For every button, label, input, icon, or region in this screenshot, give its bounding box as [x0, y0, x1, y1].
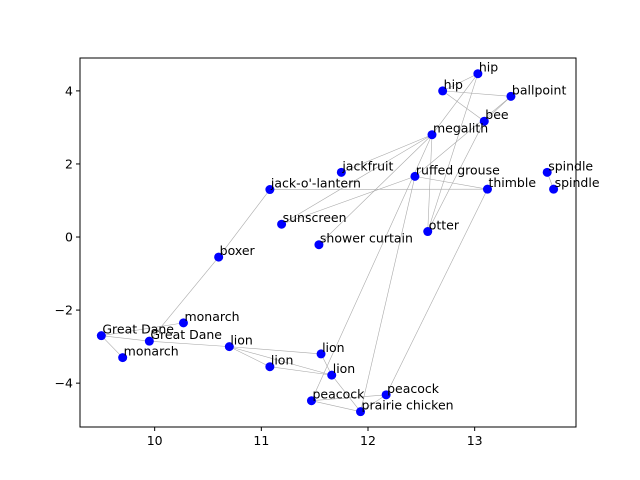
edge-line: [229, 346, 332, 376]
edge-line: [229, 346, 322, 355]
point-label: bee: [485, 107, 509, 122]
data-point: [265, 362, 275, 372]
edge-line: [331, 374, 361, 412]
data-point: [482, 184, 492, 194]
point-label: spindle: [555, 175, 600, 190]
data-point: [224, 342, 234, 352]
x-tick-label: 12: [360, 433, 376, 448]
edge-line: [311, 400, 361, 412]
edge-line: [318, 134, 433, 245]
edge-line: [360, 176, 416, 412]
x-tick-label: 13: [467, 433, 483, 448]
point-label: monarch: [184, 309, 239, 324]
data-point: [314, 240, 324, 250]
edge-line: [442, 90, 485, 122]
data-point: [506, 91, 516, 101]
point-label: lion: [230, 333, 253, 348]
point-label: megalith: [433, 121, 488, 136]
point-label: jackfruit: [341, 158, 393, 173]
point-label: thimble: [488, 175, 536, 190]
point-label: lion: [333, 361, 356, 376]
data-point: [118, 353, 128, 363]
data-point: [336, 167, 346, 177]
edge-line: [101, 335, 150, 342]
y-tick-label: 0: [65, 230, 73, 245]
data-point: [306, 396, 316, 406]
axes-layer: 10 11 12 13 −4 −2 0 2 4: [55, 83, 483, 448]
point-label: ruffed grouse: [416, 162, 500, 177]
data-point: [381, 390, 391, 400]
y-tick-label: −2: [55, 303, 73, 318]
edge-line: [218, 189, 271, 258]
data-point: [438, 86, 448, 96]
edge-line: [311, 394, 387, 401]
data-point: [549, 184, 559, 194]
edge-line: [281, 176, 416, 225]
point-label: boxer: [220, 243, 256, 258]
edge-line: [427, 134, 433, 232]
point-label: hip: [444, 77, 463, 92]
point-label: ballpoint: [512, 82, 567, 97]
edge-line: [149, 256, 219, 342]
edge-line: [442, 90, 511, 97]
point-label: prairie chicken: [362, 398, 454, 413]
point-label: monarch: [124, 344, 179, 359]
edge-line: [385, 189, 488, 395]
point-label: Great Dane: [102, 322, 174, 337]
point-label: sunscreen: [283, 210, 347, 225]
data-point: [316, 349, 326, 359]
edge-line: [431, 73, 479, 135]
edge-line: [341, 134, 433, 173]
data-point: [144, 336, 154, 346]
y-tick-label: 2: [65, 156, 73, 171]
point-label: otter: [429, 218, 460, 233]
point-label: lion: [322, 340, 345, 355]
data-point: [327, 370, 337, 380]
plot-frame: [79, 57, 577, 428]
edge-line: [281, 134, 433, 225]
point-label: spindle: [548, 158, 593, 173]
point-label: jack-o'-lantern: [270, 176, 361, 191]
x-tick-label: 11: [253, 433, 269, 448]
data-point: [542, 167, 552, 177]
data-point: [356, 407, 366, 417]
edge-line: [101, 322, 184, 336]
edge-line: [101, 335, 123, 358]
x-tick-label: 10: [147, 433, 163, 448]
edge-line: [360, 394, 387, 412]
point-label: lion: [271, 353, 294, 368]
edge-line: [149, 340, 230, 347]
edge-line: [427, 73, 479, 232]
data-point: [214, 252, 224, 262]
edge-line: [414, 176, 488, 190]
data-point: [410, 171, 420, 181]
edge-line: [484, 96, 512, 122]
point-label: hip: [479, 60, 498, 75]
edge-line: [427, 121, 485, 232]
data-point: [479, 116, 489, 126]
y-tick-label: 4: [65, 83, 73, 98]
data-point: [178, 318, 188, 328]
point-label: Great Dane: [150, 327, 222, 342]
data-point: [423, 227, 433, 237]
edge-line: [442, 73, 478, 92]
points-layer: [96, 69, 559, 417]
edges-layer: [101, 73, 554, 412]
data-point: [96, 331, 106, 341]
point-label: peacock: [312, 387, 365, 402]
data-point: [277, 219, 287, 229]
data-point: [265, 185, 275, 195]
edge-line: [229, 346, 270, 367]
data-point: [427, 130, 437, 140]
point-label: shower curtain: [320, 231, 413, 246]
y-tick-label: −4: [55, 376, 73, 391]
data-point: [473, 69, 483, 79]
point-label: peacock: [387, 381, 440, 396]
edge-line: [269, 366, 332, 376]
